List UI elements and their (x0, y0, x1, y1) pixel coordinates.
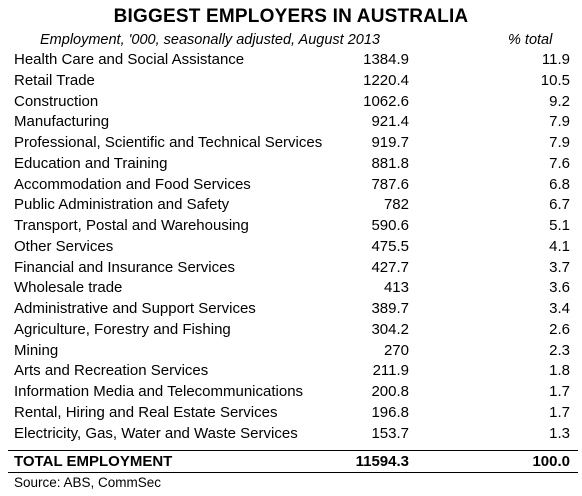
employment-value: 1220.4 (363, 71, 409, 89)
employment-value: 270 (383, 341, 409, 359)
pct-column-header: % total (508, 32, 553, 48)
total-employment: 11594.3 (355, 453, 409, 470)
pct-total-value: 1.3 (549, 424, 570, 442)
industry-name: Accommodation and Food Services (14, 175, 251, 193)
industry-name: Wholesale trade (14, 279, 123, 297)
pct-total-value: 6.7 (549, 196, 570, 214)
pct-total-value: 3.6 (549, 279, 570, 297)
pct-total-value: 7.9 (549, 134, 570, 151)
table-row: Mining 270 2.3 (0, 341, 582, 362)
employment-value: 919.7 (371, 134, 409, 151)
table-row: Retail Trade 1220.4 10.5 (0, 71, 582, 92)
table-row: Accommodation and Food Services 787.6 6.8 (0, 175, 582, 196)
table-row: Health Care and Social Assistance 1384.9 1… (0, 50, 582, 71)
table-row: Arts and Recreation Services 211.9 1.8 (0, 361, 582, 382)
employment-value: 200.8 (371, 383, 409, 400)
industry-name: Professional, Scientific and Technical S… (14, 134, 323, 151)
employment-value: 427.7 (371, 258, 409, 276)
industry-name: Other Services (14, 237, 114, 255)
industry-name: Transport, Postal and Warehousing (14, 217, 249, 234)
employment-value: 413 (383, 279, 409, 297)
employment-value: 787.6 (371, 175, 409, 193)
pct-total-value: 7.9 (549, 113, 570, 131)
employment-value: 475.5 (371, 237, 409, 255)
employment-value: 921.4 (371, 113, 409, 131)
table-row: Information Media and Telecommunications… (0, 382, 582, 403)
industry-name: Education and Training (14, 154, 168, 172)
table-subtitle: Employment, '000, seasonally adjusted, A… (40, 32, 380, 48)
total-pct: 100.0 (532, 453, 570, 470)
pct-total-value: 5.1 (549, 217, 570, 234)
table-row: Manufacturing 921.4 7.9 (0, 112, 582, 133)
pct-total-value: 6.8 (549, 175, 570, 193)
pct-total-value: 2.6 (549, 320, 570, 338)
table-row: Agriculture, Forestry and Fishing 304.2 2.… (0, 320, 582, 341)
pct-total-value: 10.5 (540, 71, 570, 89)
pct-total-value: 3.4 (549, 300, 570, 317)
employment-value: 304.2 (371, 320, 409, 338)
table-row: Education and Training 881.8 7.6 (0, 154, 582, 175)
industry-name: Construction (14, 92, 99, 110)
table-row: Financial and Insurance Services 427.7 3.7 (0, 258, 582, 279)
employment-value: 881.8 (371, 154, 409, 172)
employment-value: 1062.6 (363, 92, 409, 110)
employment-value: 211.9 (372, 362, 409, 380)
table-row: Construction 1062.6 9.2 (0, 92, 582, 113)
pct-total-value: 2.3 (549, 341, 570, 359)
pct-total-value: 1.8 (549, 362, 570, 380)
industry-name: Electricity, Gas, Water and Waste Servic… (14, 424, 298, 442)
total-row: TOTAL EMPLOYMENT 11594.3 100.0 (0, 452, 582, 472)
industry-name: Retail Trade (14, 71, 95, 89)
employment-value: 1384.9 (363, 51, 409, 68)
total-label: TOTAL EMPLOYMENT (14, 453, 173, 470)
table-row: Public Administration and Safety 782 6.7 (0, 195, 582, 216)
table-row: Other Services 475.5 4.1 (0, 237, 582, 258)
table-row: Wholesale trade 413 3.6 (0, 278, 582, 299)
industry-name: Rental, Hiring and Real Estate Services (14, 403, 278, 421)
pct-total-value: 9.2 (549, 92, 570, 110)
table-row: Administrative and Support Services 389.7… (0, 299, 582, 320)
employment-value: 196.8 (371, 403, 409, 421)
total-divider (8, 450, 578, 451)
table-row: Rental, Hiring and Real Estate Services 1… (0, 403, 582, 424)
source-note: Source: ABS, CommSec (14, 475, 162, 490)
pct-total-value: 3.7 (549, 258, 570, 276)
industry-name: Manufacturing (14, 113, 110, 131)
table-row: Transport, Postal and Warehousing 590.6 5.… (0, 216, 582, 237)
industry-name: Health Care and Social Assistance (14, 51, 245, 68)
pct-total-value: 1.7 (549, 383, 570, 400)
industry-name: Agriculture, Forestry and Fishing (14, 320, 231, 338)
employment-value: 782 (383, 196, 409, 214)
employment-value: 389.7 (371, 300, 409, 317)
employment-value: 590.6 (371, 217, 409, 234)
page-title: BIGGEST EMPLOYERS IN AUSTRALIA (113, 6, 469, 27)
industry-name: Administrative and Support Services (14, 300, 256, 317)
table-row: Professional, Scientific and Technical S… (0, 133, 582, 154)
industry-name: Information Media and Telecommunications (14, 383, 304, 400)
bottom-divider (8, 472, 578, 473)
pct-total-value: 7.6 (549, 154, 570, 172)
pct-total-value: 11.9 (541, 51, 570, 68)
table-row: Electricity, Gas, Water and Waste Servic… (0, 424, 582, 445)
industry-name: Arts and Recreation Services (14, 362, 209, 380)
employment-value: 153.7 (371, 424, 409, 442)
pct-total-value: 1.7 (549, 403, 570, 421)
pct-total-value: 4.1 (549, 237, 570, 255)
industry-name: Public Administration and Safety (14, 196, 230, 214)
industry-name: Financial and Insurance Services (14, 258, 235, 276)
industry-name: Mining (14, 341, 59, 359)
